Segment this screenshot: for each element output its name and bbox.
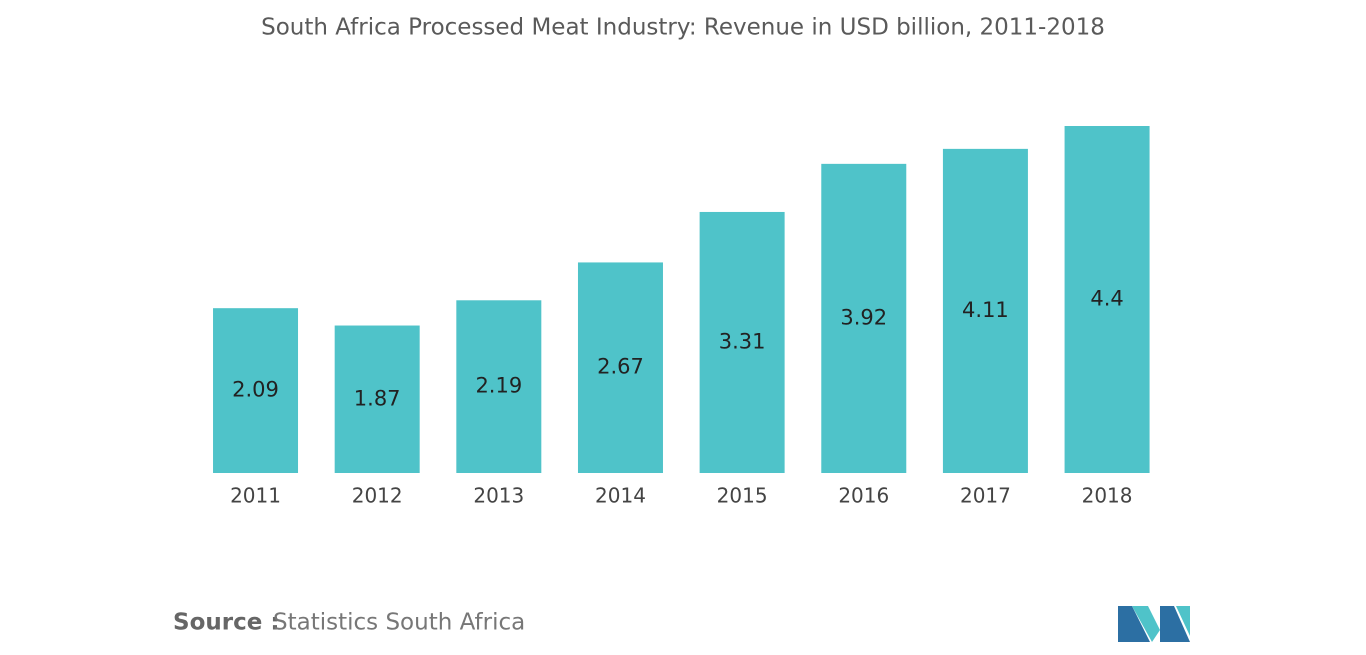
x-tick-label: 2013 <box>473 484 524 508</box>
bar <box>942 148 1028 473</box>
logo-shape <box>1160 606 1190 642</box>
x-tick-label: 2012 <box>352 484 403 508</box>
value-label: 2.67 <box>597 355 644 379</box>
x-tick-label: 2011 <box>230 484 281 508</box>
value-label: 4.4 <box>1090 287 1123 311</box>
bar <box>334 325 420 473</box>
x-tick-label: 2015 <box>717 484 768 508</box>
source-label: Source : <box>173 610 280 636</box>
bar <box>1064 126 1150 473</box>
value-label: 2.09 <box>232 378 279 402</box>
value-label: 3.92 <box>840 305 887 329</box>
bar <box>456 300 542 473</box>
bar <box>577 262 663 473</box>
bar <box>213 308 299 473</box>
value-label: 1.87 <box>354 386 401 410</box>
x-tick-label: 2017 <box>960 484 1011 508</box>
x-tick-label: 2016 <box>838 484 889 508</box>
value-label: 4.11 <box>962 298 1009 322</box>
logo <box>1118 606 1190 642</box>
x-tick-label: 2018 <box>1082 484 1133 508</box>
chart-title: South Africa Processed Meat Industry: Re… <box>261 15 1105 41</box>
bar <box>699 211 785 473</box>
x-tick-label: 2014 <box>595 484 646 508</box>
value-label: 2.19 <box>475 374 522 398</box>
logo-shape <box>1118 606 1150 642</box>
logo-shape <box>1132 606 1160 642</box>
value-label: 3.31 <box>719 329 766 353</box>
logo-shape <box>1176 606 1190 636</box>
bar <box>821 163 907 473</box>
source-text: Statistics South Africa <box>273 610 525 636</box>
